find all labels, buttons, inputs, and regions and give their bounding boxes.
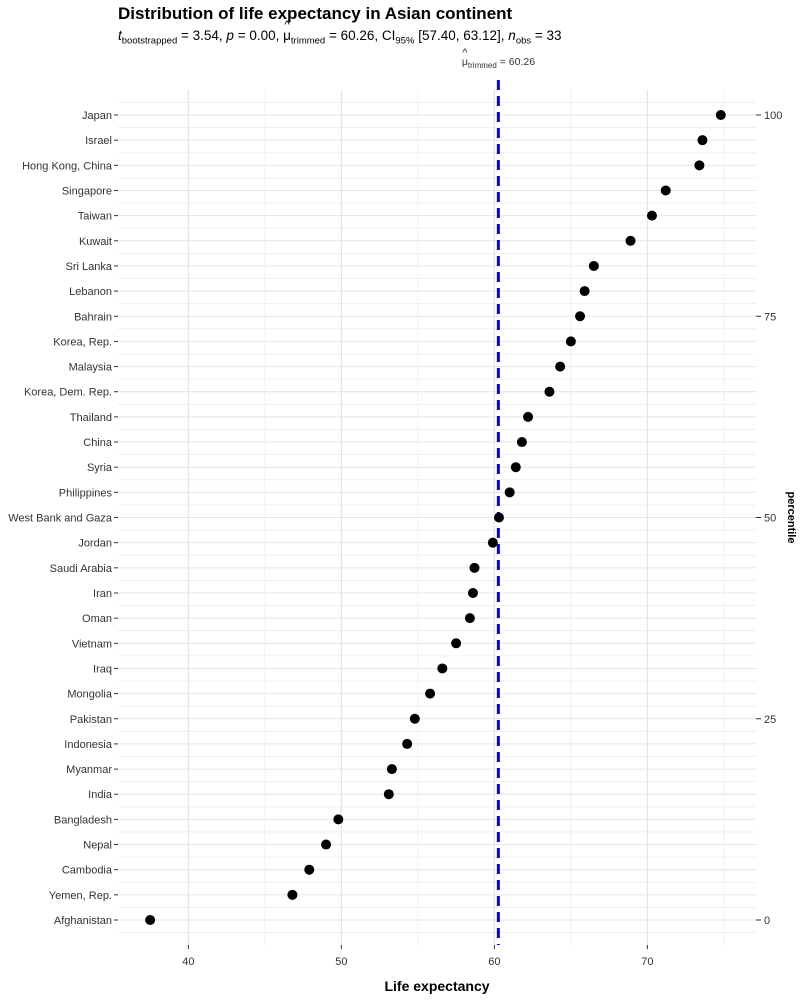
data-point <box>555 361 566 372</box>
grid <box>118 90 756 945</box>
data-point <box>646 210 657 221</box>
category-label: Iraq <box>93 663 112 675</box>
x-axis-title: Life expectancy <box>384 978 489 994</box>
points <box>145 110 726 925</box>
data-point <box>516 437 527 448</box>
category-label: Mongolia <box>67 689 113 701</box>
category-label: Syria <box>87 462 113 474</box>
category-label: Sri Lanka <box>66 261 113 273</box>
x-ticks: 40 50 60 70 <box>182 945 653 968</box>
data-point <box>386 764 397 775</box>
percentile-tick-label: 50 <box>764 513 776 525</box>
category-label: Iran <box>93 588 112 600</box>
x-tick-label: 60 <box>488 956 500 968</box>
data-point <box>437 663 448 674</box>
data-point <box>425 688 436 699</box>
data-point <box>697 135 708 146</box>
chart-title: Distribution of life expectancy in Asian… <box>118 4 513 23</box>
category-labels: Japan Israel Hong Kong, China Singapore Taiw… <box>8 110 118 927</box>
percentile-tick-label: 75 <box>764 311 776 323</box>
x-tick-label: 70 <box>641 956 653 968</box>
data-point <box>579 286 590 297</box>
data-point <box>333 814 344 825</box>
trimmed-mean: μtrimmed = 60.26 <box>283 19 374 47</box>
data-point <box>321 839 332 850</box>
category-label: Saudi Arabia <box>50 563 113 575</box>
data-point <box>145 915 156 925</box>
percentile-tick-label: 25 <box>764 714 776 726</box>
category-label: Korea, Dem. Rep. <box>24 387 112 399</box>
data-point <box>304 864 315 875</box>
data-point <box>694 160 705 171</box>
category-label: Philippines <box>59 487 113 499</box>
x-tick-label: 40 <box>182 956 194 968</box>
category-label: Bahrain <box>74 311 112 323</box>
category-label: Thailand <box>70 412 112 424</box>
data-point <box>287 889 298 900</box>
data-point <box>544 386 555 397</box>
chart-subtitle: tbootstrapped = 3.54, p = 0.00, μtrimmed… <box>118 19 562 47</box>
category-label: Pakistan <box>70 714 112 726</box>
percentile-tick-label: 0 <box>764 915 770 927</box>
category-label: Malaysia <box>69 362 113 374</box>
data-point <box>625 235 636 246</box>
category-label: Korea, Rep. <box>53 336 112 348</box>
data-point <box>660 185 671 196</box>
secondary-axis: 0 25 50 75 100 <box>756 110 782 927</box>
t-stat: tbootstrapped = 3.54 <box>118 28 219 47</box>
category-label: Vietnam <box>72 638 112 650</box>
data-point <box>409 713 420 724</box>
data-point <box>565 336 576 347</box>
data-point <box>464 613 475 624</box>
category-label: West Bank and Gaza <box>8 513 113 525</box>
category-label: Israel <box>85 135 112 147</box>
data-point <box>510 462 521 473</box>
p-value: p = 0.00 <box>226 28 276 43</box>
data-point <box>504 487 515 498</box>
category-label: Taiwan <box>78 211 112 223</box>
category-label: China <box>83 437 113 449</box>
secondary-axis-title: percentile <box>785 492 797 544</box>
category-label: Indonesia <box>64 739 113 751</box>
category-label: Myanmar <box>66 764 112 776</box>
data-point <box>493 512 504 523</box>
x-tick-label: 50 <box>335 956 347 968</box>
data-point <box>402 738 413 749</box>
category-label: Japan <box>82 110 112 122</box>
category-label: Afghanistan <box>54 915 112 927</box>
data-point <box>451 638 462 649</box>
category-label: Yemen, Rep. <box>49 890 112 902</box>
category-label: Cambodia <box>62 865 113 877</box>
data-point <box>469 562 480 573</box>
category-label: India <box>88 789 113 801</box>
data-point <box>588 260 599 271</box>
data-point <box>383 789 394 800</box>
category-label: Nepal <box>83 840 112 852</box>
data-point <box>523 411 534 422</box>
data-point <box>487 537 498 548</box>
mean-line-label: μtrimmed = 60.26 <box>462 47 535 70</box>
category-label: Oman <box>82 613 112 625</box>
category-label: Singapore <box>62 185 112 197</box>
confidence-interval: CI95% [57.40, 63.12] <box>381 28 501 47</box>
category-label: Kuwait <box>79 236 112 248</box>
category-label: Hong Kong, China <box>22 160 113 172</box>
n-obs: nobs = 33 <box>508 28 562 47</box>
category-label: Jordan <box>78 538 112 550</box>
category-label: Lebanon <box>69 286 112 298</box>
percentile-tick-label: 100 <box>764 110 782 122</box>
data-point <box>575 311 586 322</box>
data-point <box>467 587 478 598</box>
data-point <box>715 110 726 120</box>
category-label: Bangladesh <box>54 814 112 826</box>
